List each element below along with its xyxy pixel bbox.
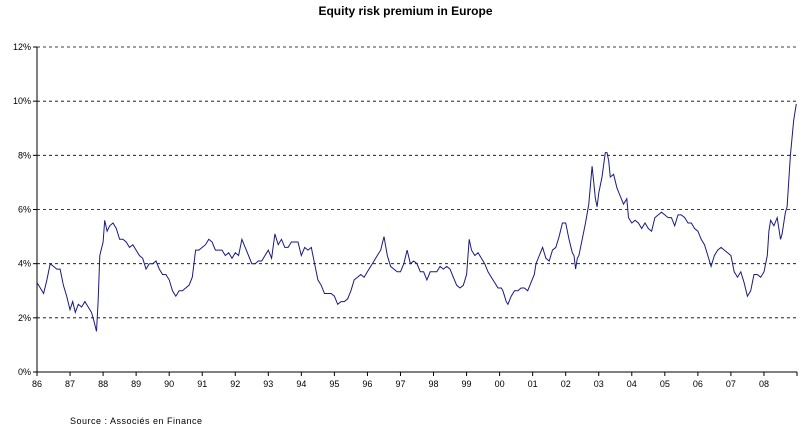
gridlines	[37, 46, 797, 319]
y-tick-label: 12%	[13, 42, 31, 52]
y-tick-label: 8%	[18, 150, 31, 160]
x-tick-label: 06	[693, 379, 703, 389]
y-tick-label: 6%	[18, 205, 31, 215]
x-tick-label: 87	[65, 379, 75, 389]
x-tick-label: 99	[462, 379, 472, 389]
x-tick-label: 86	[32, 379, 42, 389]
y-tick-label: 4%	[18, 259, 31, 269]
source-note: Source : Associés en Finance	[70, 416, 203, 426]
axes	[33, 46, 798, 376]
x-tick-label: 98	[429, 379, 439, 389]
y-tick-label: 0%	[18, 367, 31, 377]
x-tick-label: 89	[131, 379, 141, 389]
x-axis-tick-labels: 86 87 88 89 90 91 92 93 94 95 96 97 98 99 00 01 02 03 04 05…	[32, 379, 769, 389]
x-tick-label: 93	[263, 379, 273, 389]
x-tick-label: 01	[528, 379, 538, 389]
chart-title: Equity risk premium in Europe	[318, 4, 493, 18]
x-tick-label: 96	[362, 379, 372, 389]
x-tick-label: 05	[660, 379, 670, 389]
x-tick-label: 88	[98, 379, 108, 389]
series-line	[36, 103, 797, 332]
x-tick-label: 97	[395, 379, 405, 389]
x-tick-label: 04	[627, 379, 637, 389]
x-tick-label: 91	[197, 379, 207, 389]
x-tick-label: 90	[164, 379, 174, 389]
y-tick-label: 2%	[18, 313, 31, 323]
x-tick-label: 00	[495, 379, 505, 389]
x-tick-label: 02	[561, 379, 571, 389]
x-tick-label: 08	[759, 379, 769, 389]
x-tick-label: 92	[230, 379, 240, 389]
y-axis-tick-labels: 0% 2% 4% 6% 8% 10% 12%	[13, 42, 31, 377]
y-tick-label: 10%	[13, 96, 31, 106]
x-tick-label: 94	[296, 379, 306, 389]
x-tick-label: 95	[329, 379, 339, 389]
x-tick-label: 03	[594, 379, 604, 389]
x-tick-label: 07	[726, 379, 736, 389]
